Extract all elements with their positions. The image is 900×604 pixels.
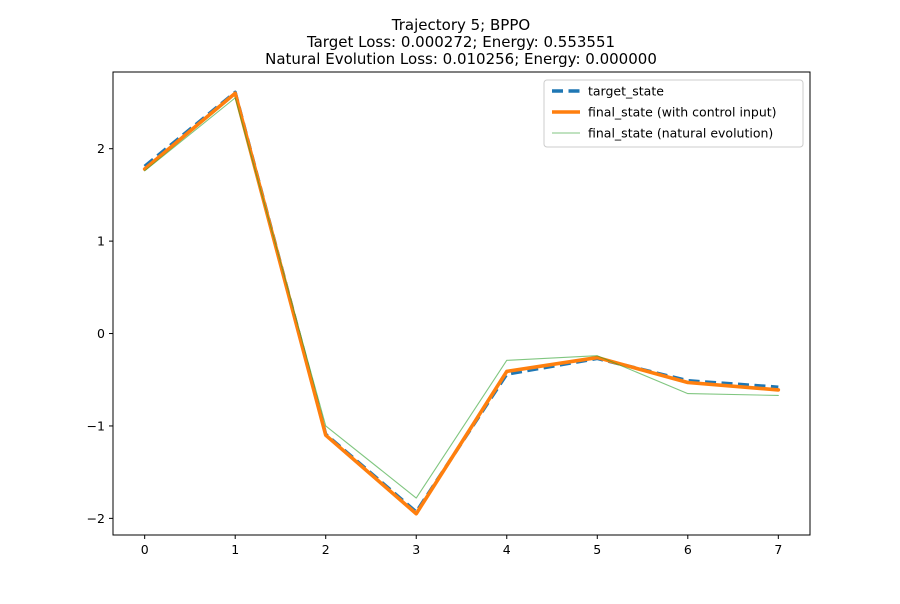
x-tick-label: 4	[503, 542, 511, 557]
legend: target_state final_state (with control in…	[543, 79, 804, 148]
axes-frame	[112, 71, 811, 536]
x-tick-label: 1	[231, 542, 239, 557]
x-tick-label: 2	[322, 542, 330, 557]
title-line-2: Target Loss: 0.000272; Energy: 0.553551	[306, 33, 615, 51]
legend-label-2: final_state (with control input)	[588, 105, 777, 120]
x-tick-label: 0	[141, 542, 149, 557]
y-tick-label: 0	[97, 326, 105, 341]
series-layer	[142, 90, 781, 516]
y-tick-label: −2	[87, 511, 105, 526]
legend-label-1: target_state	[588, 84, 664, 99]
legend-frame	[543, 79, 804, 148]
title-line-1: Trajectory 5; BPPO	[391, 16, 530, 34]
y-tick-label: 1	[97, 234, 105, 249]
y-tick-label: 2	[97, 141, 105, 156]
chart-title: Trajectory 5; BPPO Target Loss: 0.000272…	[265, 16, 657, 68]
legend-label-3: final_state (natural evolution)	[588, 126, 773, 141]
x-tick-label: 6	[684, 542, 692, 557]
title-line-3: Natural Evolution Loss: 0.010256; Energy…	[265, 50, 657, 68]
axes-layer: 0 1 2 3 4 5 6 7 −2 −1 0 1 2	[87, 71, 811, 557]
x-tick-label: 3	[412, 542, 420, 557]
series-line-2	[142, 91, 781, 516]
y-tick-label: −1	[87, 418, 105, 433]
x-tick-label: 7	[774, 542, 782, 557]
series-line-1	[143, 90, 779, 514]
series-line-3	[144, 97, 779, 499]
x-tick-label: 5	[593, 542, 601, 557]
